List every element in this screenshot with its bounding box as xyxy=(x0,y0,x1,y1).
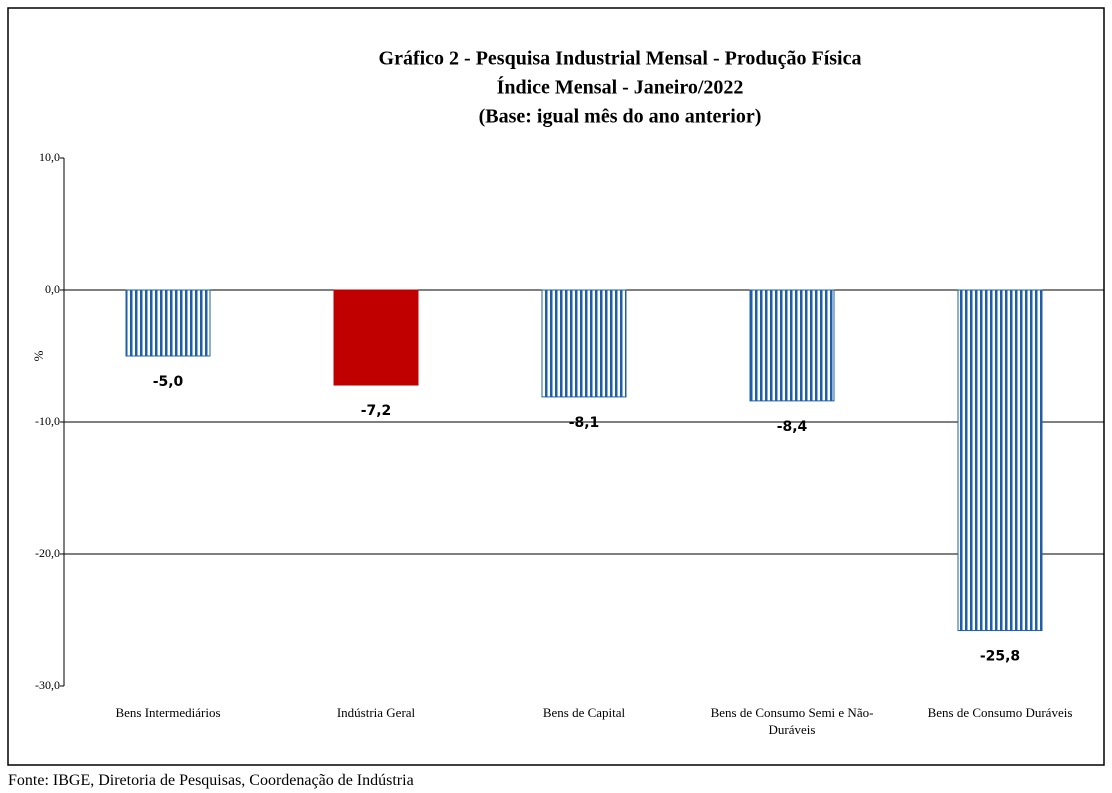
bar xyxy=(541,289,627,398)
bar xyxy=(749,289,835,402)
title-line: Índice Mensal - Janeiro/2022 xyxy=(497,76,744,99)
x-tick-label: Bens de Consumo Semi e Não-Duráveis xyxy=(710,705,874,737)
y-tick-label: -20,0 xyxy=(35,546,60,560)
bar xyxy=(957,289,1043,632)
x-tick-label: Bens de Consumo Duráveis xyxy=(927,705,1073,720)
x-tick-label: Bens Intermediários xyxy=(115,705,221,720)
bar xyxy=(125,289,211,357)
chart-title: Gráfico 2 - Pesquisa Industrial Mensal -… xyxy=(379,48,862,128)
value-label: -7,2 xyxy=(361,403,392,419)
value-label: -5,0 xyxy=(153,374,184,390)
bar xyxy=(333,289,419,386)
value-label: -8,1 xyxy=(569,415,600,431)
value-label: -8,4 xyxy=(777,419,808,435)
y-tick-label: 10,0 xyxy=(39,150,60,164)
y-tick-label: 0,0 xyxy=(45,282,60,296)
title-line: Gráfico 2 - Pesquisa Industrial Mensal -… xyxy=(379,48,862,70)
x-tick-label: Indústria Geral xyxy=(336,705,416,720)
title-line: (Base: igual mês do ano anterior) xyxy=(479,106,762,128)
value-label: -25,8 xyxy=(980,649,1020,665)
y-tick-label: -30,0 xyxy=(35,678,60,692)
y-axis-label: % xyxy=(31,350,46,361)
x-tick-label: Bens de Capital xyxy=(542,705,626,720)
source-note: Fonte: IBGE, Diretoria de Pesquisas, Coo… xyxy=(8,772,414,789)
y-tick-label: -10,0 xyxy=(35,414,60,428)
chart-frame xyxy=(7,7,1105,766)
